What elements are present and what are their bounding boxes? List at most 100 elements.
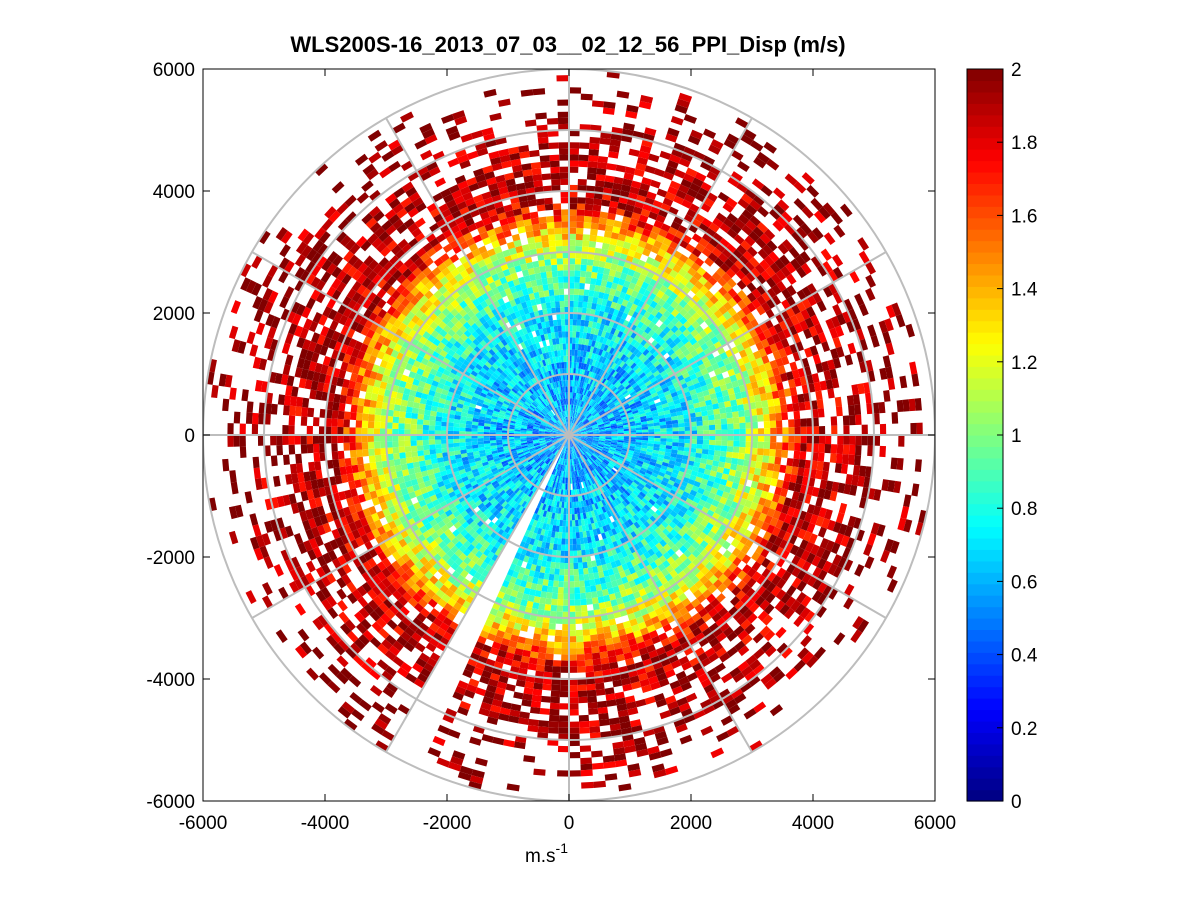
ppi-cell [590,409,597,415]
ppi-cell [726,212,738,224]
ppi-cell [732,452,739,459]
ppi-cell [727,423,734,430]
ppi-cell [591,321,598,329]
ppi-cell [559,519,564,527]
ppi-cell [656,290,665,299]
ppi-cell [645,351,653,359]
ppi-cell [605,366,612,373]
ppi-cell [640,94,654,104]
ppi-cell [620,339,628,348]
ppi-cell [591,216,600,224]
ppi-cell [569,197,578,204]
ppi-cell [665,296,675,306]
ppi-cell [774,258,786,270]
ppi-cell [627,360,635,367]
ppi-cell [687,316,696,325]
ppi-cell [588,149,599,156]
ppi-cell [728,253,739,264]
ppi-cell [570,398,572,405]
ppi-cell [737,198,750,210]
ppi-cell [576,420,582,426]
ppi-cell [570,386,573,393]
ppi-cell [597,155,609,164]
ppi-cell [596,406,602,412]
ppi-cell [615,391,622,398]
ppi-cell [610,263,618,271]
ppi-cell [606,163,617,171]
ppi-cell [574,258,582,265]
ppi-cell [575,399,578,406]
ppi-cell [630,338,638,347]
ppi-cell [550,561,556,569]
ppi-cell [608,145,620,153]
ppi-cell [601,298,608,306]
ppi-cell [700,303,710,313]
ppi-cell [576,399,580,406]
ppi-cell [570,423,574,430]
ppi-cell [529,651,539,659]
ppi-cell [766,240,778,252]
ppi-cell [570,423,573,430]
ppi-cell [577,422,583,427]
ppi-cell [795,226,808,239]
ppi-cell [571,349,575,356]
ppi-cell [572,417,576,424]
ppi-cell [601,394,608,400]
ppi-cell [669,291,678,301]
ppi-cell [619,227,628,236]
ppi-cell [605,398,612,404]
ppi-cell [706,171,719,182]
ppi-cell [618,386,626,392]
ppi-cell [573,568,579,576]
ppi-cell [651,316,660,325]
ppi-cell [616,374,623,381]
ppi-cell [715,424,722,430]
ppi-cell [604,306,611,314]
ppi-cell [596,235,604,243]
ppi-cell [675,189,687,200]
ppi-cell [573,417,576,424]
ppi-cell [576,405,580,413]
ppi-cell [623,391,630,398]
ppi-cell [597,223,607,231]
ppi-cell [577,350,581,357]
ppi-cell [576,215,585,223]
ppi-cell [702,155,716,166]
ppi-cell [781,449,789,458]
ppi-cell [672,427,679,432]
ppi-cell [854,455,862,466]
ppi-cell [569,239,576,247]
ppi-cell [740,240,752,251]
ppi-cell [628,388,635,395]
ppi-cell [569,636,577,643]
ppi-cell [579,124,591,131]
ppi-cell [539,640,548,648]
ppi-cell [629,353,636,361]
ppi-cell [636,343,644,351]
ppi-cell [590,308,596,316]
ppi-cell [602,386,609,393]
ppi-cell [704,317,714,327]
ppi-cell [575,532,580,539]
ppi-cell [580,763,593,771]
ppi-cell [575,233,584,241]
ppi-cell [611,341,618,349]
ppi-cell [591,646,600,654]
ppi-cell [607,333,614,341]
ppi-cell [648,364,656,372]
ppi-cell [594,247,602,255]
ppi-cell [581,401,586,408]
ppi-cell [753,194,766,207]
ppi-cell [582,382,586,389]
ppi-cell [585,403,590,410]
ppi-cell [528,619,537,628]
ppi-cell [723,301,733,312]
ppi-cell [595,682,605,690]
ppi-cell [739,133,754,146]
ppi-cell [588,320,594,328]
ppi-cell [740,265,751,276]
ppi-cell [616,284,624,292]
ppi-cell [623,280,631,288]
ppi-cell [737,458,745,466]
ppi-cell [698,237,709,248]
